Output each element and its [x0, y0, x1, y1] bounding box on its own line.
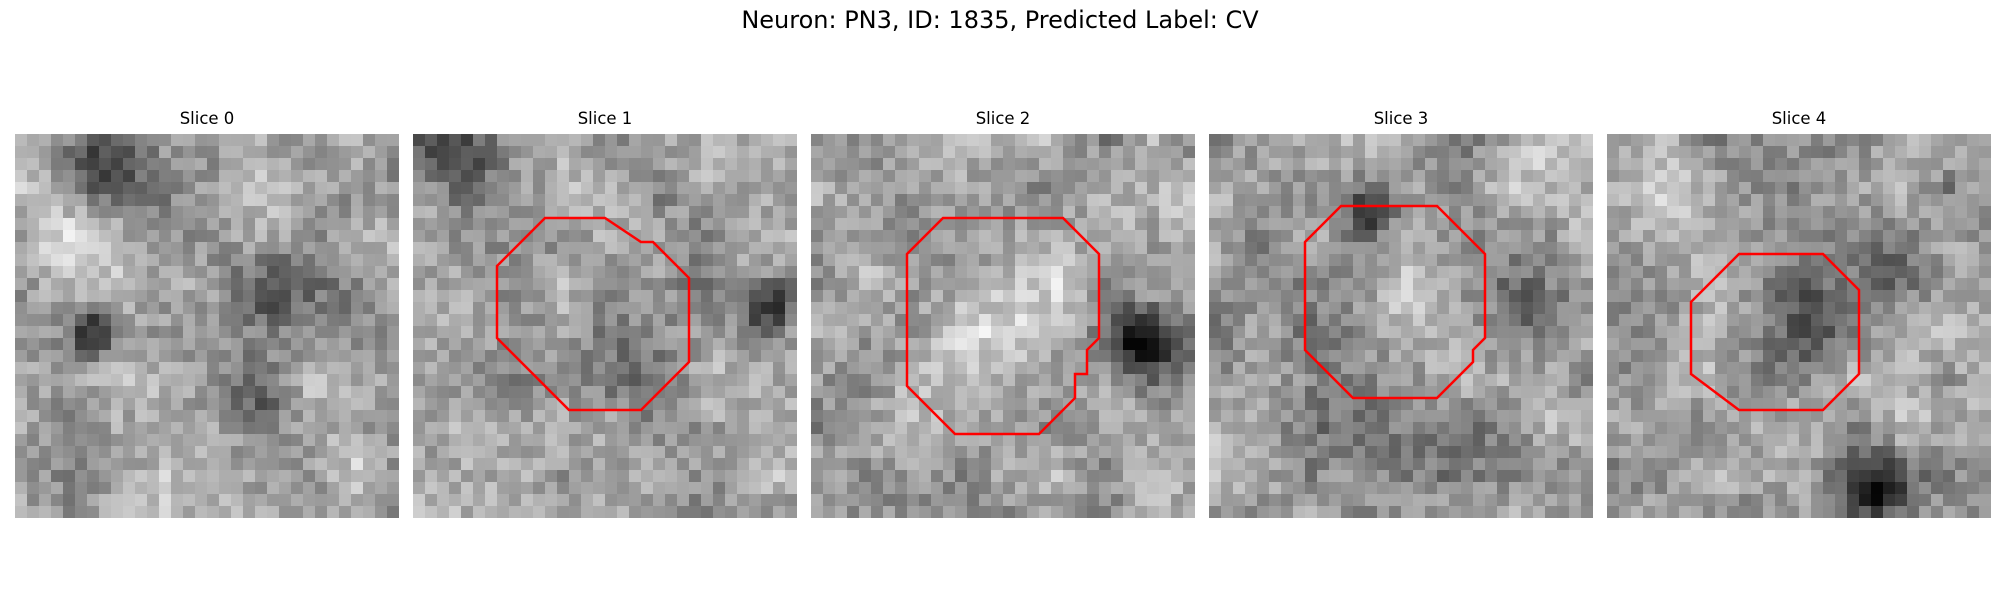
slice-contour-layer — [1689, 252, 1861, 412]
slice-contour-layer — [1303, 204, 1487, 400]
slice-image — [15, 134, 399, 518]
slice-title: Slice 3 — [1373, 109, 1429, 128]
slice-title: Slice 1 — [577, 109, 633, 128]
slice-title: Slice 4 — [1771, 109, 1827, 128]
slice-panel-1: Slice 1 — [413, 108, 797, 518]
slice-contour-layer — [15, 134, 399, 518]
figure-title: Neuron: PN3, ID: 1835, Predicted Label: … — [741, 6, 1259, 34]
slice-panel-2: Slice 2 — [811, 108, 1195, 518]
slice-pixels — [413, 134, 797, 518]
slice-pixels — [15, 134, 399, 518]
slice-panel-3: Slice 3 — [1209, 108, 1593, 518]
predicted-contour — [495, 216, 691, 412]
predicted-contour — [905, 216, 1101, 436]
slice-image — [413, 134, 797, 518]
slice-title: Slice 2 — [975, 109, 1031, 128]
slice-image — [1209, 134, 1593, 518]
slice-panel-0: Slice 0 — [15, 108, 399, 518]
slice-pixels — [811, 134, 1195, 518]
slice-title: Slice 0 — [179, 109, 235, 128]
slice-contour-layer — [905, 216, 1101, 436]
slice-pixels — [1607, 134, 1991, 518]
slice-image — [811, 134, 1195, 518]
slice-pixels — [1209, 134, 1593, 518]
slice-panel-4: Slice 4 — [1607, 108, 1991, 518]
predicted-contour — [1689, 252, 1861, 412]
slice-image — [1607, 134, 1991, 518]
predicted-contour — [1303, 204, 1487, 400]
slice-contour-layer — [495, 216, 691, 412]
